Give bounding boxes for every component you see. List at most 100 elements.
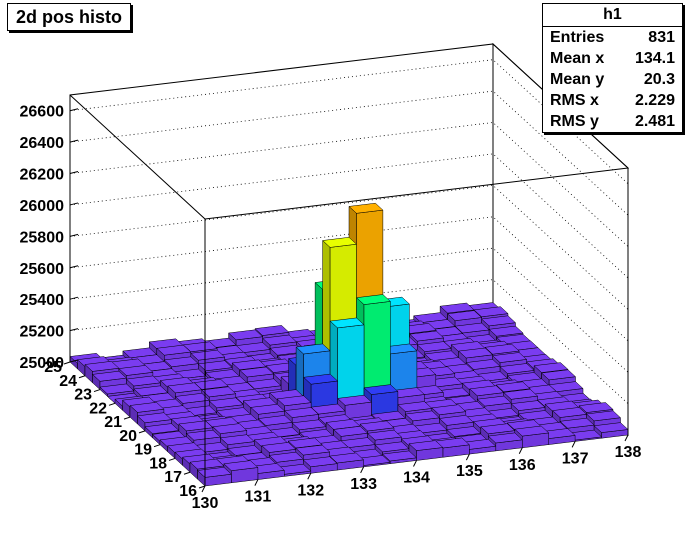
bar-top-face — [409, 330, 445, 342]
x-tick-mark — [201, 485, 206, 493]
bar-top-face — [246, 378, 282, 390]
z-tick-mark — [69, 233, 79, 237]
z-tick-label: 26200 — [20, 167, 65, 184]
bar-top-face — [333, 426, 369, 437]
y-tick-mark — [138, 430, 146, 434]
bar-top-face — [99, 383, 135, 395]
bar-top-face — [439, 302, 475, 314]
bar-top-face — [291, 419, 327, 431]
x-axis-ticks: 130 131 132 133 134 135 136 137 138 — [192, 434, 641, 512]
bar-top-face — [189, 458, 225, 470]
x-tick-mark — [413, 460, 417, 467]
bar-top-face — [239, 366, 275, 378]
x-tick-mark — [624, 434, 629, 442]
bar-top-face — [499, 363, 535, 374]
z-tick-mark — [69, 296, 79, 300]
y-tick-label: 24 — [59, 373, 77, 390]
y-tick-label: 20 — [119, 428, 137, 445]
bar-top-face — [359, 420, 395, 432]
bar-top-face — [363, 384, 399, 395]
plot-title: 2d pos histo — [7, 3, 132, 31]
x-tick-label: 134 — [403, 470, 430, 487]
bar-top-face — [295, 444, 331, 456]
histogram-bar — [196, 467, 232, 487]
bar-top-face — [125, 375, 161, 387]
z-tick-mark — [69, 359, 79, 363]
bar-top-face — [593, 422, 629, 433]
z-tick-mark — [69, 139, 79, 143]
bar-top-face — [552, 407, 588, 418]
z-axis-ticks: 25000 25200 25400 25600 25800 26000 26200 26400… — [20, 104, 79, 372]
bar-top-face — [408, 440, 444, 451]
stats-row-rms-x: RMS x 2.229 — [543, 90, 682, 111]
bar-top-face — [212, 423, 248, 434]
x-tick-label: 137 — [562, 450, 589, 467]
y-tick-mark — [93, 389, 101, 393]
bar-top-face — [223, 460, 259, 471]
z-tick-mark — [69, 202, 79, 206]
y-tick-mark — [78, 375, 86, 379]
stats-label: Entries — [550, 29, 605, 46]
grid-line — [69, 122, 629, 247]
bar-top-face — [268, 451, 304, 463]
bar-top-face — [374, 441, 410, 453]
bar-top-face — [541, 369, 577, 381]
histogram-bar — [223, 460, 259, 484]
bar-top-face — [431, 404, 467, 416]
bar-top-face — [287, 437, 323, 449]
bar-top-face — [481, 315, 517, 327]
z-tick-label: 26600 — [20, 104, 65, 121]
bar-top-face — [262, 334, 298, 346]
bar-top-face — [465, 359, 501, 370]
bar-top-face — [397, 401, 433, 412]
z-tick-mark — [69, 108, 79, 112]
y-tick-label: 19 — [134, 442, 152, 459]
x-tick-label: 133 — [350, 476, 377, 493]
y-tick-mark — [63, 361, 71, 365]
y-tick-label: 25 — [44, 359, 62, 376]
bar-top-face — [136, 412, 172, 424]
bar-top-face — [454, 322, 490, 334]
y-tick-label: 21 — [104, 414, 122, 431]
bar-top-face — [404, 410, 440, 422]
bar-top-face — [156, 344, 192, 356]
stats-value: 2.481 — [634, 113, 675, 130]
bar-top-face — [578, 402, 614, 413]
bar-top-face — [250, 404, 286, 415]
x-tick-label: 135 — [456, 463, 483, 480]
bar-top-face — [367, 429, 403, 441]
bar-top-face — [329, 452, 365, 464]
bar-top-face — [197, 360, 233, 372]
bar-top-face — [416, 341, 452, 352]
bar-top-face — [261, 442, 297, 453]
stats-label: RMS y — [550, 113, 599, 130]
x-tick-mark — [465, 453, 470, 461]
grid-line — [69, 153, 629, 279]
front-frame — [69, 43, 630, 486]
histogram-bar — [268, 451, 304, 471]
x-tick-label: 132 — [297, 482, 324, 499]
stats-label: Mean x — [550, 50, 605, 67]
bar-top-face — [219, 434, 255, 445]
bar-top-face — [118, 365, 154, 376]
bar-top-face — [348, 202, 384, 214]
stats-box: h1 Entries 831 Mean x 134.1 Mean y 20.3 … — [542, 3, 683, 133]
x-tick-mark — [518, 447, 523, 454]
bar-top-face — [559, 417, 595, 429]
bar-top-face — [227, 445, 263, 456]
z-tick-mark — [69, 328, 79, 332]
bar-top-face — [295, 343, 331, 355]
x-tick-mark — [307, 473, 312, 480]
histogram-bar — [329, 317, 365, 417]
stats-row-mean-y: Mean y 20.3 — [543, 69, 682, 90]
bar-top-face — [533, 362, 569, 373]
bar-top-face — [144, 423, 180, 434]
bar-top-face — [228, 329, 264, 341]
bar-top-face — [276, 395, 312, 407]
grid-line — [69, 184, 629, 310]
stats-value: 134.1 — [634, 50, 675, 67]
x-tick-mark — [254, 479, 259, 486]
grid-line — [69, 279, 629, 404]
